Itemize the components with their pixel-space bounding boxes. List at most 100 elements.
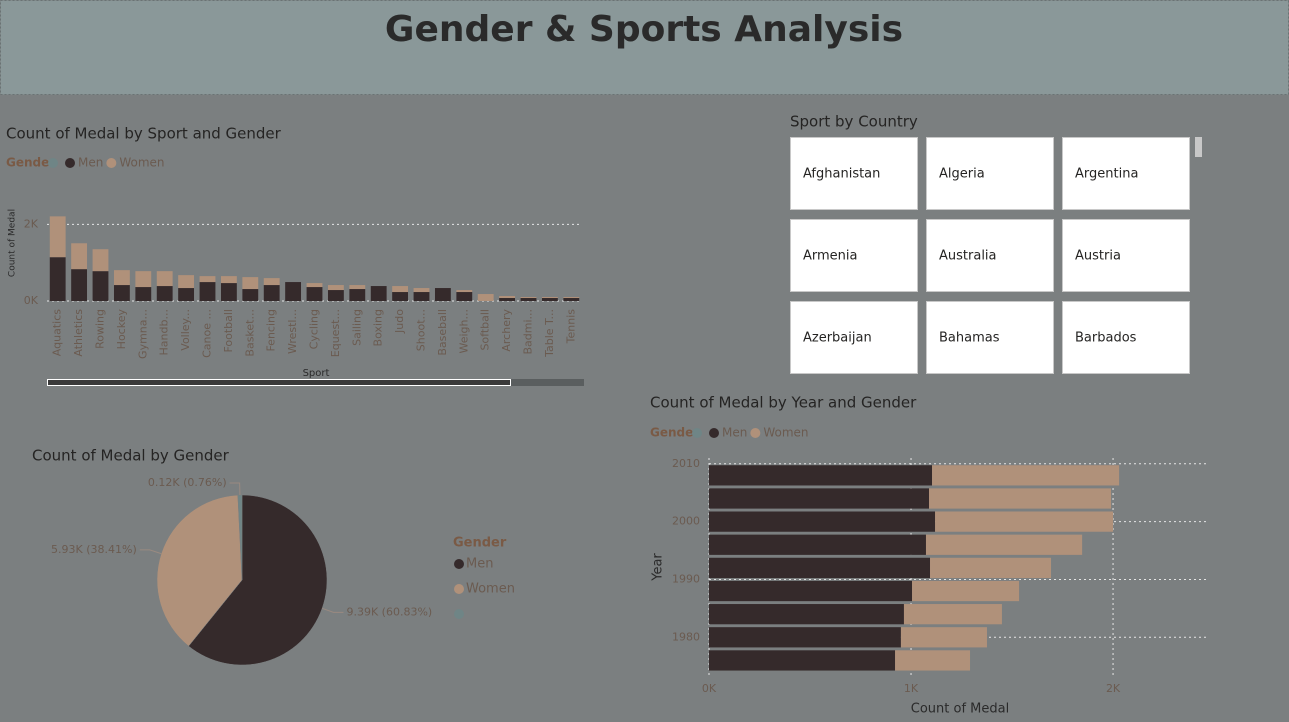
x-tick-label: Judo: [393, 309, 406, 334]
x-tick-label: Boxing: [372, 309, 385, 346]
bar: [327, 290, 344, 301]
bar: [392, 292, 409, 301]
bar: [71, 269, 88, 301]
legend-label: Men: [466, 557, 493, 572]
bar: [930, 557, 1052, 579]
bar: [392, 286, 409, 293]
slicer-tile[interactable]: [926, 219, 1054, 292]
bar: [92, 249, 109, 272]
bar: [199, 276, 216, 283]
bar: [709, 534, 926, 555]
x-tick-label: Weigh...: [457, 309, 470, 354]
bar: [709, 557, 931, 579]
y-tick-label: 2K: [24, 217, 39, 230]
legend-marker: [106, 158, 117, 168]
slicer-tile[interactable]: [926, 301, 1054, 374]
slicer-tile[interactable]: [790, 137, 918, 210]
y-tick-label: 1980: [672, 630, 700, 643]
slicer-item[interactable]: Argentina: [1075, 167, 1138, 182]
bar: [327, 285, 344, 291]
slicer-item[interactable]: Azerbaijan: [803, 331, 872, 346]
x-tick-label: Softball: [479, 309, 492, 351]
data-label: 0.12K (0.76%): [148, 476, 227, 489]
slicer-tile[interactable]: [926, 137, 1054, 210]
header-band: [0, 0, 1289, 95]
x-tick-label: Rowing: [94, 309, 107, 349]
x-tick-label: Cycling: [308, 309, 321, 349]
legend-marker: [65, 158, 75, 168]
slicer-tile[interactable]: [790, 219, 918, 292]
bar: [135, 271, 152, 288]
slicer-tile[interactable]: [1062, 219, 1190, 292]
data-label: 5.93K (38.41%): [51, 543, 137, 556]
bar: [263, 278, 280, 286]
page-title: Gender & Sports Analysis: [385, 9, 903, 50]
x-tick-label: 0K: [702, 682, 717, 695]
pie-slice: [188, 494, 328, 666]
legend-title: Gender: [453, 536, 507, 551]
leader-line: [229, 482, 241, 496]
legend-marker: [454, 559, 464, 569]
bar: [477, 294, 494, 301]
x-tick-label: 1K: [904, 682, 919, 695]
x-tick-label: Badmi...: [522, 309, 535, 355]
slicer-tile[interactable]: [790, 301, 918, 374]
bar: [220, 276, 237, 284]
x-tick-label: Sailing: [350, 309, 363, 346]
slicer-item[interactable]: Barbados: [1075, 331, 1137, 346]
bar: [156, 286, 173, 301]
x-tick-label: Equest...: [329, 309, 342, 357]
bar: [895, 650, 971, 671]
x-tick-label: Aquatics: [51, 309, 64, 356]
slicer-tile[interactable]: [1062, 137, 1190, 210]
slicer-item[interactable]: Austria: [1075, 249, 1121, 264]
bar: [242, 277, 259, 290]
bar: [220, 283, 237, 301]
slicer-item[interactable]: Bahamas: [939, 331, 1000, 346]
bar: [92, 271, 109, 301]
bar: [520, 298, 537, 301]
bar: [349, 289, 366, 301]
slicer-item[interactable]: Armenia: [803, 249, 858, 264]
bar: [541, 297, 558, 299]
bar: [285, 282, 302, 301]
chart-title: Count of Medal by Sport and Gender: [6, 125, 282, 143]
legend-label: Men: [78, 156, 103, 170]
bar: [413, 288, 430, 293]
x-tick-label: Handb...: [158, 309, 171, 355]
bar: [306, 283, 323, 288]
legend-marker: [454, 584, 464, 594]
y-tick-label: 1990: [672, 572, 700, 585]
legend-title: Gender: [6, 156, 55, 170]
slicer-scrollbar[interactable]: [1195, 137, 1202, 157]
slicer-item[interactable]: Australia: [939, 249, 997, 264]
bar: [709, 627, 901, 648]
bar: [709, 465, 933, 486]
bar: [903, 604, 1002, 625]
slicer-tile[interactable]: [1062, 301, 1190, 374]
scroll-thumb[interactable]: [47, 379, 511, 386]
leader-line: [321, 607, 344, 613]
y-axis-title: Year: [651, 553, 666, 582]
bar: [413, 292, 430, 301]
legend-label: Women: [763, 426, 808, 440]
bar: [900, 627, 987, 648]
legend-marker: [692, 428, 702, 438]
bar: [49, 216, 66, 258]
legend-marker: [48, 158, 58, 168]
chart-title: Count of Medal by Gender: [32, 447, 230, 465]
bar: [135, 287, 152, 301]
slicer-item[interactable]: Algeria: [939, 167, 985, 182]
bar: [349, 285, 366, 290]
leader-line: [139, 549, 162, 555]
bar: [456, 292, 473, 301]
bar: [709, 650, 896, 671]
bar: [306, 287, 323, 301]
legend-label: Women: [466, 582, 515, 597]
slicer-item[interactable]: Afghanistan: [803, 167, 880, 182]
x-tick-label: Athletics: [72, 309, 85, 357]
slicer-title: Sport by Country: [790, 113, 918, 131]
x-tick-label: Canoe ...: [201, 309, 214, 358]
bar: [935, 511, 1114, 532]
legend-label: Men: [722, 426, 747, 440]
